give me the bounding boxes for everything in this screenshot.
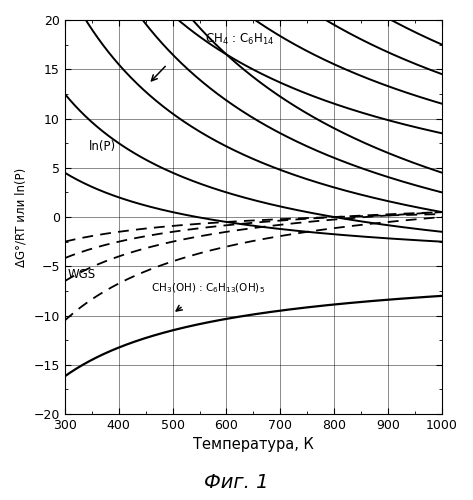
Y-axis label: ΔG°/RT или ln(P): ΔG°/RT или ln(P) <box>15 168 28 266</box>
Text: CH$_4$ : C$_6$H$_{14}$: CH$_4$ : C$_6$H$_{14}$ <box>205 32 274 48</box>
Text: WGS: WGS <box>68 268 96 280</box>
Text: Фиг. 1: Фиг. 1 <box>204 474 269 492</box>
Text: CH$_3$(OH) : C$_6$H$_{13}$(OH)$_5$: CH$_3$(OH) : C$_6$H$_{13}$(OH)$_5$ <box>151 281 265 295</box>
Text: ln(P): ln(P) <box>89 140 116 152</box>
X-axis label: Температура, К: Температура, К <box>193 438 314 452</box>
